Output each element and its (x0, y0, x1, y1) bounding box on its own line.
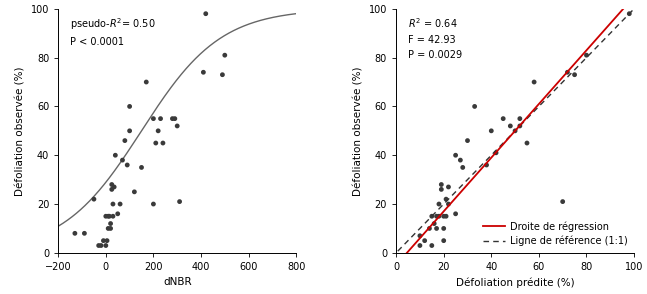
Point (105, 226, 116, 231)
Point (439, 238, 449, 243)
Point (148, 116, 159, 121)
Point (426, 243, 437, 248)
Point (217, 72, 228, 77)
Point (105, 221, 116, 226)
Point (443, 202, 454, 206)
Point (419, 238, 430, 243)
Point (172, 123, 182, 128)
Point (151, 141, 161, 145)
Point (158, 141, 168, 145)
Point (153, 128, 163, 133)
Point (424, 226, 435, 231)
Point (108, 202, 118, 206)
Point (141, 80, 151, 84)
Point (110, 153, 120, 158)
Point (109, 185, 119, 189)
Point (436, 187, 446, 192)
Point (101, 214, 111, 219)
Point (104, 214, 115, 219)
Point (79, 231, 89, 236)
Y-axis label: Défoliation observée (%): Défoliation observée (%) (353, 66, 363, 196)
Point (415, 243, 425, 248)
Point (443, 185, 454, 189)
Point (498, 116, 509, 121)
Point (432, 226, 442, 231)
Point (107, 182, 117, 187)
Point (491, 151, 501, 155)
Point (122, 163, 133, 167)
Point (439, 226, 449, 231)
Point (70, 231, 80, 236)
Point (117, 158, 127, 163)
Point (441, 197, 451, 201)
Point (170, 116, 180, 121)
Point (505, 123, 516, 128)
Text: pseudo-$R^2$= 0.50
P < 0.0001: pseudo-$R^2$= 0.50 P < 0.0001 (70, 16, 156, 47)
Point (455, 158, 466, 163)
Point (103, 226, 113, 231)
Point (463, 138, 473, 143)
Point (137, 165, 147, 170)
Point (470, 104, 480, 109)
Point (522, 141, 532, 145)
Point (439, 214, 449, 219)
Point (201, 11, 211, 16)
X-axis label: Défoliation prédite (%): Défoliation prédite (%) (455, 278, 575, 288)
Point (98, 238, 109, 243)
Legend: Droite de régression, Ligne de référence (1:1): Droite de régression, Ligne de référence… (481, 219, 629, 248)
Point (514, 123, 525, 128)
Point (486, 128, 496, 133)
Point (108, 214, 118, 219)
Point (510, 128, 520, 133)
Point (433, 202, 444, 206)
Point (120, 138, 130, 143)
Text: $R^2$ = 0.64
F = 42.93
P = 0.0029: $R^2$ = 0.64 F = 42.93 P = 0.0029 (408, 16, 462, 60)
Point (436, 182, 446, 187)
Point (175, 199, 185, 204)
Point (102, 238, 112, 243)
Point (581, 53, 591, 58)
Point (103, 214, 113, 219)
Y-axis label: Défoliation observée (%): Défoliation observée (%) (16, 66, 25, 196)
Point (198, 70, 208, 75)
Point (101, 243, 111, 248)
Point (426, 214, 437, 219)
Point (569, 72, 580, 77)
Point (155, 116, 166, 121)
Point (514, 116, 525, 121)
Point (124, 128, 135, 133)
Point (450, 153, 461, 158)
Point (168, 116, 178, 121)
Point (457, 165, 468, 170)
Point (558, 199, 568, 204)
Point (124, 104, 135, 109)
Point (219, 53, 230, 58)
Point (107, 187, 117, 192)
Point (481, 163, 492, 167)
Point (529, 80, 540, 84)
Point (562, 70, 573, 75)
Point (115, 202, 126, 206)
Point (432, 214, 442, 219)
Point (450, 211, 461, 216)
Point (429, 221, 439, 226)
Point (129, 189, 140, 194)
X-axis label: dNBR: dNBR (163, 278, 192, 288)
Point (624, 11, 635, 16)
Point (148, 202, 159, 206)
Point (113, 211, 123, 216)
Point (96, 243, 106, 248)
Point (441, 214, 451, 219)
Point (415, 233, 425, 238)
Point (94, 243, 104, 248)
Point (89, 197, 99, 201)
Point (433, 214, 444, 219)
